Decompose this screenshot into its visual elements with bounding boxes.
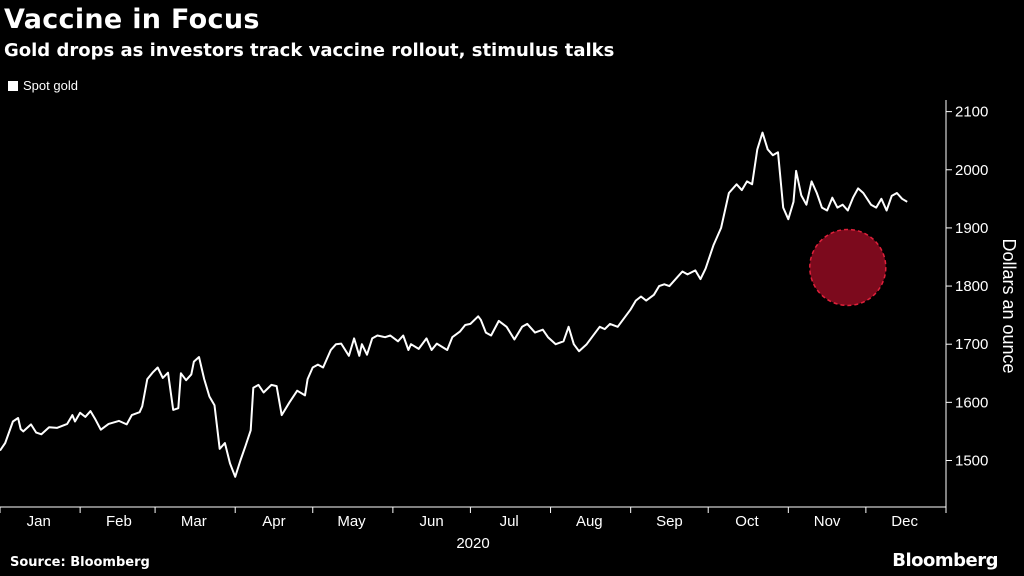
x-tick-label: Sep xyxy=(656,513,683,530)
y-tick-label: 2100 xyxy=(955,104,988,121)
y-ticks: 1500 1600 1700 1800 1900 2000 2100 xyxy=(946,104,988,469)
x-tick-label: Nov xyxy=(814,513,841,530)
series-line-spot-gold xyxy=(0,131,908,478)
highlight-layer xyxy=(809,228,887,307)
y-axis-title: Dollars an ounce xyxy=(999,238,1019,373)
x-tick-label: Mar xyxy=(181,513,207,530)
x-tick-label: Jun xyxy=(420,513,444,530)
legend: Spot gold xyxy=(8,78,78,93)
chart-subtitle: Gold drops as investors track vaccine ro… xyxy=(4,40,615,61)
x-tick-label: Dec xyxy=(891,513,918,530)
highlight-circle xyxy=(809,228,887,307)
y-tick-label: 1700 xyxy=(955,336,988,353)
legend-swatch xyxy=(8,80,18,91)
series-layer xyxy=(0,131,908,478)
y-tick-label: 1900 xyxy=(955,220,988,237)
y-tick-label: 1500 xyxy=(955,452,988,469)
legend-label: Spot gold xyxy=(23,78,78,93)
x-tick-label: Jan xyxy=(27,513,51,530)
x-axis-year-label: 2020 xyxy=(456,535,489,552)
y-tick-label: 1800 xyxy=(955,278,988,295)
x-tick-label: May xyxy=(337,513,366,530)
x-tick-label: Aug xyxy=(576,513,603,530)
axis-layer xyxy=(0,100,947,508)
x-ticks: Jan Feb Mar Apr May Jun Jul Aug Sep Oct Nov Dec xyxy=(0,507,947,530)
x-tick-label: Oct xyxy=(735,513,759,530)
x-tick-label: Feb xyxy=(106,513,132,530)
y-tick-label: 1600 xyxy=(955,394,988,411)
source-note: Source: Bloomberg xyxy=(10,555,150,570)
chart-title: Vaccine in Focus xyxy=(4,4,260,35)
x-tick-label: Jul xyxy=(500,513,519,530)
y-tick-label: 2000 xyxy=(955,162,988,179)
x-tick-label: Apr xyxy=(262,513,285,530)
bloomberg-logo: Bloomberg xyxy=(892,550,998,571)
